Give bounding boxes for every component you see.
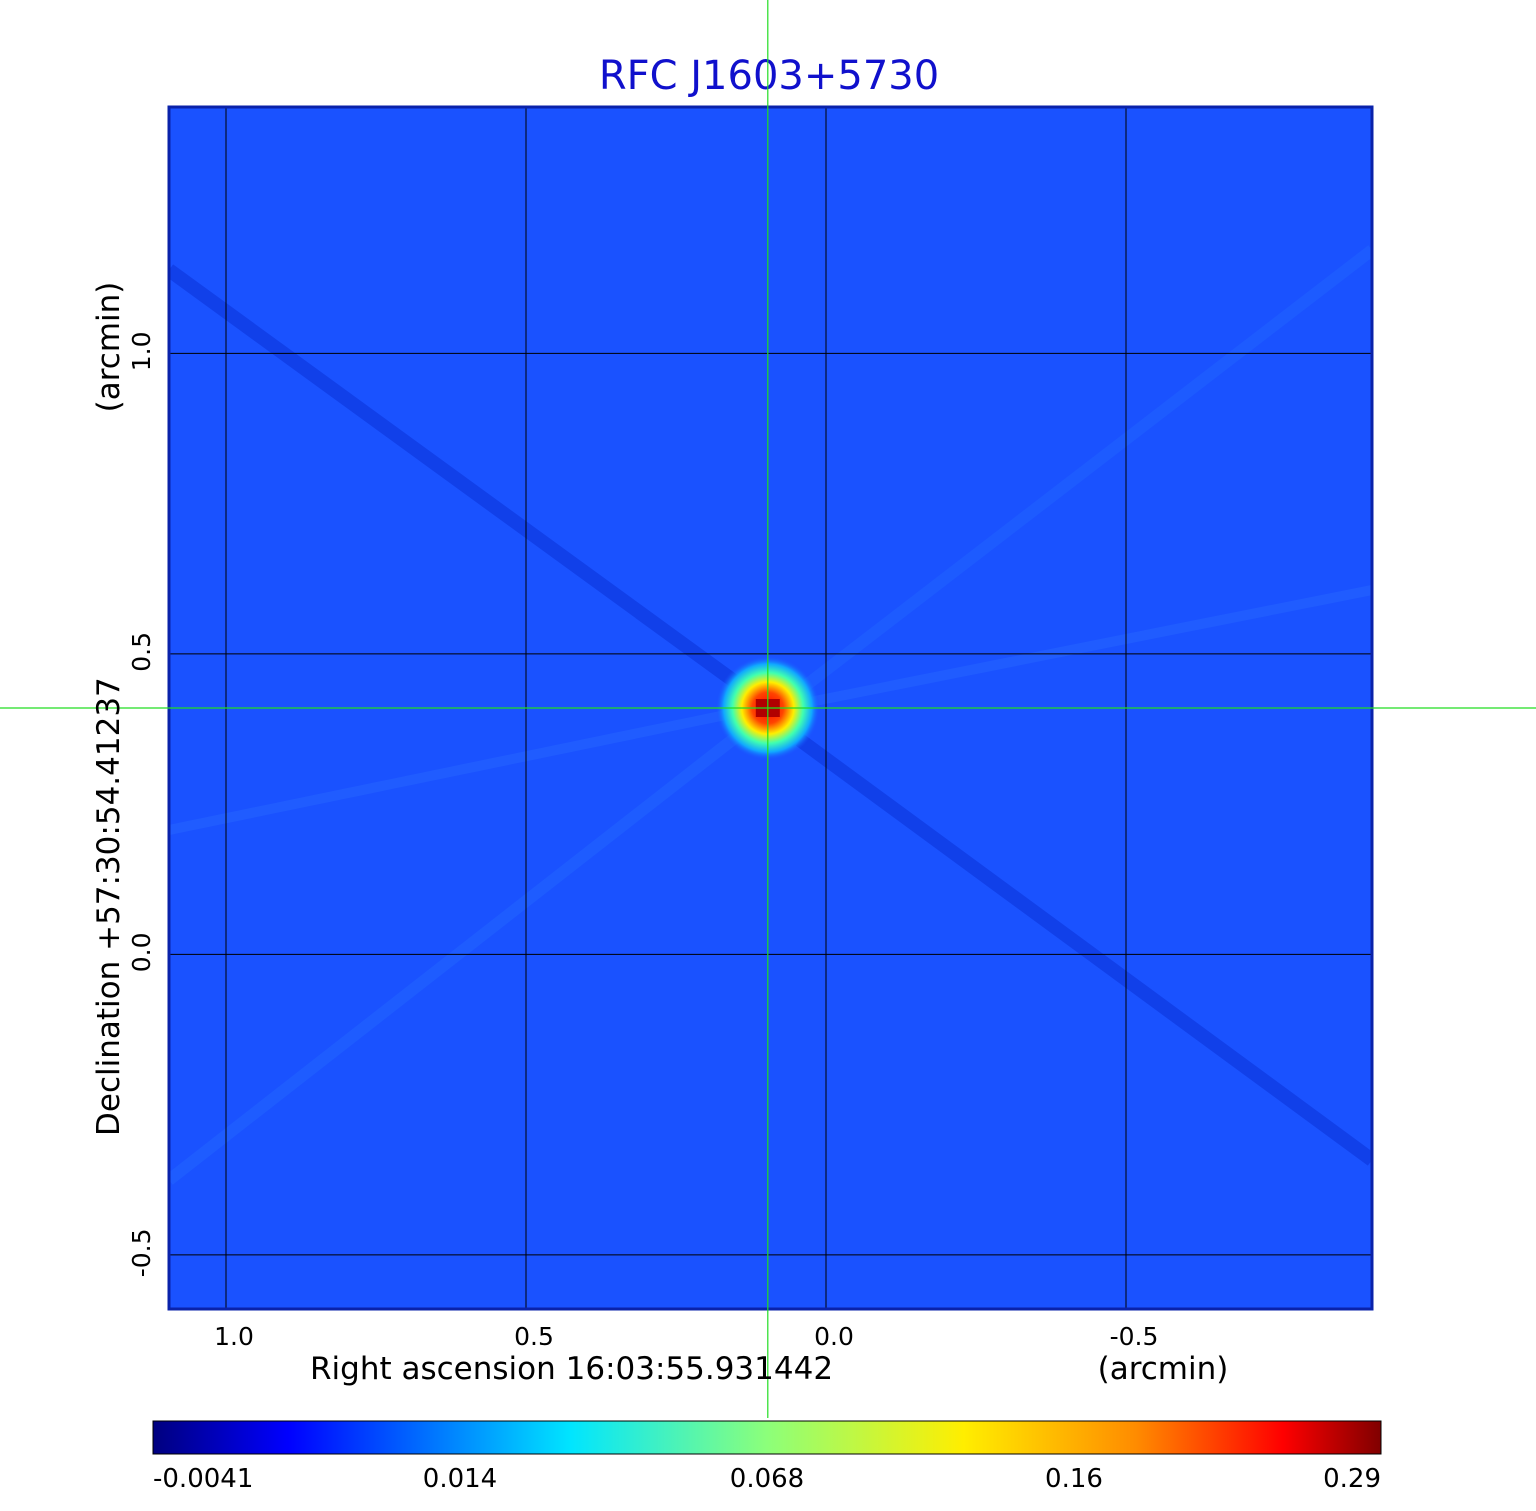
colorbar-gradient [152,1420,1382,1455]
x-tick-label: -0.5 [1110,1322,1159,1351]
sidelobe-streaks [169,245,1372,1185]
chart-title: RFC J1603+5730 [599,53,939,99]
x-tick-labels: 1.0 0.5 0.0 -0.5 [214,1322,1158,1351]
x-tick-label: 0.0 [814,1322,854,1351]
x-tick-label: 1.0 [214,1322,254,1351]
y-axis-unit: (arcmin) [91,282,127,413]
streak [169,725,749,1185]
y-axis-label: Declination +57:30:54.41237 [91,677,127,1136]
x-axis-unit: (arcmin) [1098,1351,1229,1387]
streak [795,734,1372,1166]
y-tick-label: 0.0 [127,933,156,973]
colorbar-tick-labels: -0.0041 0.014 0.068 0.16 0.29 [153,1464,1381,1494]
crosshair [0,0,1536,1418]
y-tick-label: 0.5 [127,632,156,672]
streak [169,264,765,706]
colorbar-tick-label: -0.0041 [153,1464,253,1494]
colorbar-tick-label: 0.068 [730,1464,804,1494]
x-axis-label: Right ascension 16:03:55.931442 [310,1351,833,1387]
colorbar-tick-label: 0.014 [423,1464,497,1494]
streak [796,245,1372,695]
y-tick-label: 1.0 [127,332,156,372]
streak [169,707,742,835]
colorbar-tick-label: 0.16 [1045,1464,1103,1494]
y-tick-label: -0.5 [127,1229,156,1278]
colorbar-tick-label: 0.29 [1323,1464,1381,1494]
x-tick-label: 0.5 [514,1322,554,1351]
y-tick-labels: 1.0 0.5 0.0 -0.5 [127,332,156,1278]
streak [799,585,1372,709]
colorbar: -0.0041 0.014 0.068 0.16 0.29 [152,1420,1382,1494]
